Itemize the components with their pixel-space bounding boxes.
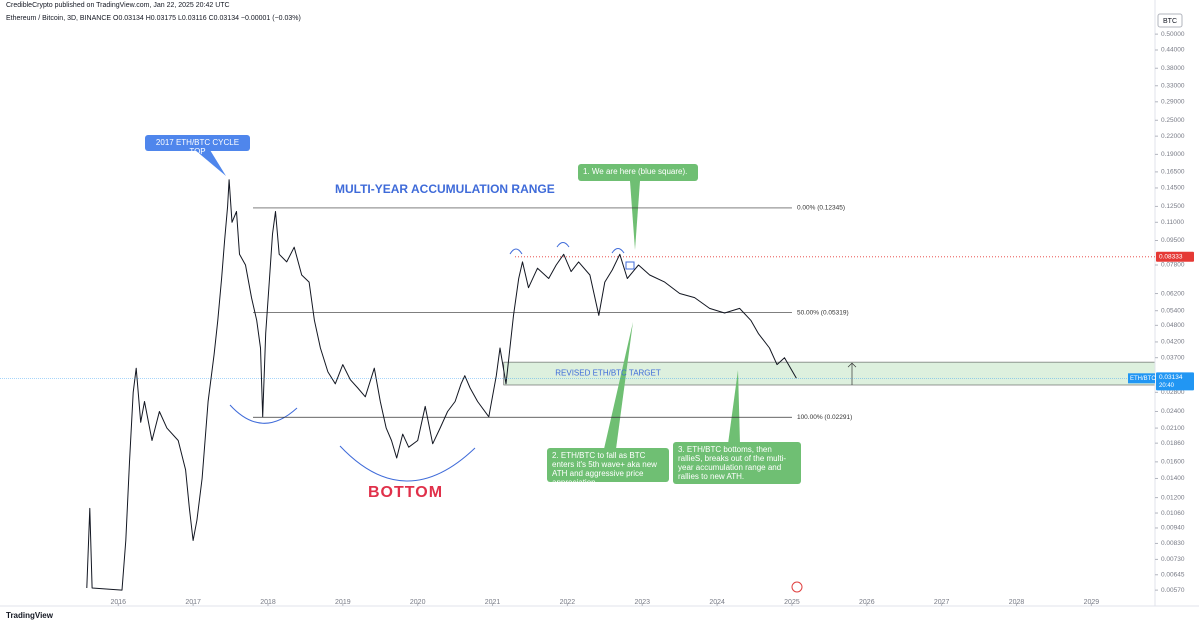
callout: 3. ETH/BTC bottoms, then rallieS, breaks… bbox=[673, 442, 801, 484]
y-tick-label: 0.11000 bbox=[1161, 219, 1184, 226]
y-tick-label: 0.33000 bbox=[1161, 82, 1185, 89]
y-tick-label: 0.16500 bbox=[1161, 169, 1185, 176]
x-tick-label: 2020 bbox=[410, 599, 426, 606]
y-tick-label: 0.01400 bbox=[1161, 475, 1185, 482]
callout: 2. ETH/BTC to fall as BTC enters it's 5t… bbox=[547, 448, 669, 487]
x-tick-label: 2023 bbox=[634, 599, 650, 606]
y-tick-label: 0.00940 bbox=[1161, 525, 1185, 532]
ath-price: 0.08333 bbox=[1159, 254, 1183, 261]
blue-square bbox=[625, 261, 635, 270]
x-tick-label: 2026 bbox=[859, 599, 875, 606]
brand: TradingView bbox=[6, 611, 53, 620]
y-tick-label: 0.09500 bbox=[1161, 237, 1185, 244]
unit-box bbox=[1157, 13, 1183, 28]
y-tick-label: 0.19000 bbox=[1161, 151, 1185, 158]
x-tick-label: 2022 bbox=[560, 599, 576, 606]
y-tick-label: 0.07800 bbox=[1161, 262, 1185, 269]
arrow-head bbox=[847, 362, 857, 368]
y-tick-label: 0.00830 bbox=[1161, 540, 1185, 547]
price-line bbox=[86, 179, 797, 591]
y-tick-label: 0.04200 bbox=[1161, 339, 1185, 346]
x-tick-label: 2027 bbox=[934, 599, 950, 606]
symbol-line: Ethereum / Bitcoin, 3D, BINANCE O0.03134… bbox=[6, 15, 301, 22]
callout-pointer bbox=[195, 150, 226, 176]
y-tick-label: 0.22000 bbox=[1161, 133, 1185, 140]
y-tick-label: 0.02100 bbox=[1161, 425, 1185, 432]
y-tick-label: 0.00570 bbox=[1161, 587, 1185, 594]
y-tick-label: 0.50000 bbox=[1161, 31, 1185, 38]
publisher: CredibleCrypto published on TradingView.… bbox=[6, 2, 230, 9]
x-tick-label: 2017 bbox=[185, 599, 201, 606]
y-tick-label: 0.06200 bbox=[1161, 290, 1185, 297]
callout-pointer bbox=[728, 370, 740, 444]
y-tick-label: 0.01600 bbox=[1161, 459, 1185, 466]
callout: 2017 ETH/BTC CYCLE TOP bbox=[145, 135, 250, 156]
series-name: ETH/BTC bbox=[1130, 376, 1156, 382]
last-price-box bbox=[1156, 372, 1194, 391]
zone-label: REVISED ETH/BTC TARGET bbox=[555, 369, 661, 378]
y-tick-label: 0.02800 bbox=[1161, 389, 1185, 396]
callout-pointer bbox=[604, 322, 633, 449]
range-title: MULTI-YEAR ACCUMULATION RANGE bbox=[335, 182, 555, 196]
arc bbox=[339, 445, 476, 482]
x-tick-label: 2016 bbox=[110, 599, 126, 606]
y-tick-label: 0.03700 bbox=[1161, 354, 1185, 361]
ohlc: O0.03134 H0.03175 L0.03116 C0.03134 −0.0… bbox=[113, 15, 301, 22]
x-tick-label: 2025 bbox=[784, 599, 800, 606]
event-icon bbox=[791, 581, 803, 593]
x-tick-label: 2024 bbox=[709, 599, 725, 606]
y-tick-label: 0.01200 bbox=[1161, 494, 1185, 501]
y-tick-label: 0.05400 bbox=[1161, 307, 1185, 314]
y-tick-label: 0.02400 bbox=[1161, 408, 1185, 415]
last-time: 20:40 bbox=[1159, 383, 1175, 389]
arc bbox=[509, 248, 523, 255]
y-tick-label: 0.29000 bbox=[1161, 99, 1185, 106]
x-tick-label: 2019 bbox=[335, 599, 351, 606]
fib-label: 100.00% (0.02291) bbox=[797, 414, 852, 421]
y-tick-label: 0.44000 bbox=[1161, 47, 1185, 54]
symbol: Ethereum / Bitcoin, 3D, BINANCE bbox=[6, 15, 112, 22]
x-tick-label: 2018 bbox=[260, 599, 276, 606]
y-tick-label: 0.04800 bbox=[1161, 322, 1185, 329]
x-tick-label: 2028 bbox=[1009, 599, 1025, 606]
x-tick-label: 2021 bbox=[485, 599, 501, 606]
callout: 1. We are here (blue square). bbox=[578, 164, 698, 181]
y-tick-label: 0.00730 bbox=[1161, 556, 1185, 563]
y-tick-label: 0.25000 bbox=[1161, 117, 1185, 124]
last-price: 0.03134 bbox=[1159, 374, 1183, 381]
arc bbox=[229, 404, 298, 424]
bottom-label: BOTTOM bbox=[368, 484, 444, 501]
callout-pointer bbox=[630, 181, 640, 250]
y-tick-label: 0.14500 bbox=[1161, 185, 1185, 192]
arc bbox=[556, 242, 570, 248]
ath-price-box bbox=[1156, 251, 1194, 262]
y-tick-label: 0.01860 bbox=[1161, 440, 1185, 447]
y-tick-label: 0.01060 bbox=[1161, 510, 1185, 517]
fib-label: 0.00% (0.12345) bbox=[797, 205, 845, 212]
axis-unit: BTC bbox=[1163, 18, 1177, 25]
price-axis-bg bbox=[1155, 0, 1199, 625]
fib-label: 50.00% (0.05319) bbox=[797, 309, 849, 316]
arc bbox=[611, 248, 625, 254]
y-tick-label: 0.38000 bbox=[1161, 65, 1185, 72]
y-tick-label: 0.00645 bbox=[1161, 571, 1185, 578]
y-tick-label: 0.12500 bbox=[1161, 203, 1185, 210]
series-tag bbox=[1128, 373, 1155, 384]
x-tick-label: 2029 bbox=[1084, 599, 1100, 606]
